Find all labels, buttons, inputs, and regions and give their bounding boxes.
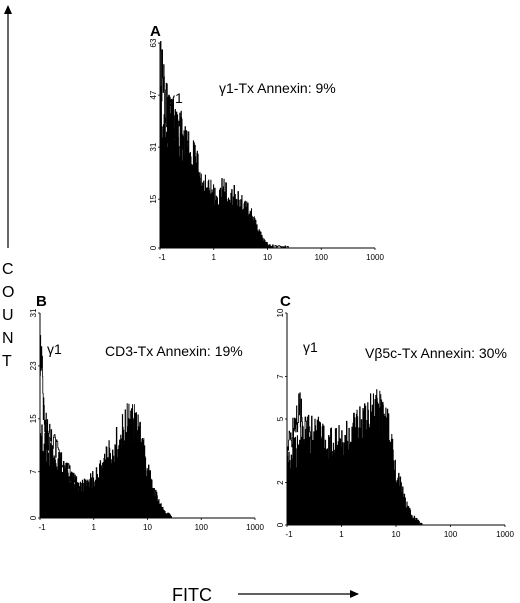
x-tick-label: -1: [38, 523, 46, 532]
y-tick-label: 0: [149, 245, 158, 250]
x-tick-label: 100: [315, 253, 329, 262]
count-label-letter: T: [2, 353, 12, 370]
panel-letter: C: [280, 293, 291, 310]
x-tick-label: 1000: [246, 523, 264, 532]
y-tick-label: 7: [29, 469, 38, 474]
x-tick-label: 1: [339, 530, 344, 539]
y-tick-label: 63: [149, 38, 158, 47]
series-label-gamma1: γ1: [303, 339, 318, 355]
x-tick-label: 1: [92, 523, 97, 532]
x-tick-label: 10: [143, 523, 152, 532]
y-tick-label: 15: [29, 414, 38, 423]
y-tick-label: 47: [149, 90, 158, 99]
annexin-annotation: Vβ5c-Tx Annexin: 30%: [365, 345, 507, 361]
y-tick-label: 5: [276, 416, 285, 421]
panel-a: A 0 15 31 47 63 -1 1 10 100 1000 γ1 γ1-Tx Annexin: 9…: [149, 23, 384, 262]
x-tick-label: 1: [212, 253, 217, 262]
x-tick-label: 100: [195, 523, 209, 532]
x-tick-label: 1000: [366, 253, 384, 262]
panel-c: C 0 2 5 7 10 -1 1 10 100 1000 γ1 Vβ5c-Tx Annexin: 30…: [276, 293, 514, 539]
panel-b: B 0 7 15 23 31 -1 1 10 100 1000 γ1 CD3-Tx Annexin: 1…: [29, 293, 264, 532]
y-tick-label: 31: [29, 308, 38, 317]
x-tick-label: 10: [392, 530, 401, 539]
panel-letter: B: [36, 293, 47, 310]
y-tick-label: 0: [276, 522, 285, 527]
series-label-gamma1: γ1: [47, 341, 62, 357]
annexin-annotation: γ1-Tx Annexin: 9%: [219, 80, 336, 96]
x-tick-label: 100: [444, 530, 458, 539]
series-label-gamma1: γ1: [168, 90, 183, 106]
count-label-letter: N: [2, 330, 14, 347]
y-tick-label: 0: [29, 515, 38, 520]
x-tick-label: 10: [263, 253, 272, 262]
histogram-annexin-b: [39, 403, 174, 519]
panel-letter: A: [150, 23, 161, 40]
histogram-annexin-c: [286, 389, 423, 526]
x-tick-label: 1000: [496, 530, 514, 539]
histogram-annexin-a: [159, 86, 273, 249]
count-label-letter: O: [2, 284, 14, 301]
count-label-letter: C: [2, 261, 14, 278]
y-tick-label: 7: [276, 374, 285, 379]
y-tick-label: 15: [149, 194, 158, 203]
count-label-letter: U: [2, 307, 14, 324]
annexin-annotation: CD3-Tx Annexin: 19%: [105, 343, 243, 359]
fitc-label: FITC: [172, 585, 212, 603]
y-tick-label: 31: [149, 142, 158, 151]
y-tick-label: 2: [276, 480, 285, 485]
y-tick-label: 10: [276, 308, 285, 317]
x-tick-label: -1: [285, 530, 293, 539]
x-tick-label: -1: [158, 253, 166, 262]
y-tick-label: 23: [29, 361, 38, 370]
